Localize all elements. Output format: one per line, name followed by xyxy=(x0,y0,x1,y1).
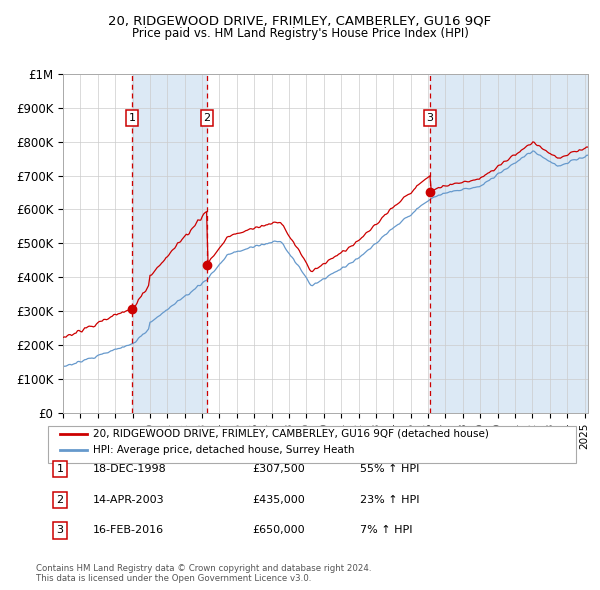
Bar xyxy=(430,74,588,413)
Text: 3: 3 xyxy=(427,113,434,123)
Text: Contains HM Land Registry data © Crown copyright and database right 2024.: Contains HM Land Registry data © Crown c… xyxy=(36,565,371,573)
Text: 20, RIDGEWOOD DRIVE, FRIMLEY, CAMBERLEY, GU16 9QF: 20, RIDGEWOOD DRIVE, FRIMLEY, CAMBERLEY,… xyxy=(109,15,491,28)
Text: HPI: Average price, detached house, Surrey Heath: HPI: Average price, detached house, Surr… xyxy=(93,445,355,455)
Bar xyxy=(132,74,207,413)
Text: 1: 1 xyxy=(128,113,136,123)
Text: Price paid vs. HM Land Registry's House Price Index (HPI): Price paid vs. HM Land Registry's House … xyxy=(131,27,469,40)
Text: £435,000: £435,000 xyxy=(252,495,305,504)
Text: 2: 2 xyxy=(56,495,64,504)
Text: 23% ↑ HPI: 23% ↑ HPI xyxy=(360,495,419,504)
Text: 1: 1 xyxy=(56,464,64,474)
Text: 55% ↑ HPI: 55% ↑ HPI xyxy=(360,464,419,474)
Text: 20, RIDGEWOOD DRIVE, FRIMLEY, CAMBERLEY, GU16 9QF (detached house): 20, RIDGEWOOD DRIVE, FRIMLEY, CAMBERLEY,… xyxy=(93,429,489,439)
Text: 16-FEB-2016: 16-FEB-2016 xyxy=(93,526,164,535)
Text: This data is licensed under the Open Government Licence v3.0.: This data is licensed under the Open Gov… xyxy=(36,574,311,583)
Text: 14-APR-2003: 14-APR-2003 xyxy=(93,495,164,504)
Text: £307,500: £307,500 xyxy=(252,464,305,474)
Text: 3: 3 xyxy=(56,526,64,535)
Text: £650,000: £650,000 xyxy=(252,526,305,535)
Text: 7% ↑ HPI: 7% ↑ HPI xyxy=(360,526,413,535)
Text: 18-DEC-1998: 18-DEC-1998 xyxy=(93,464,167,474)
Text: 2: 2 xyxy=(203,113,211,123)
